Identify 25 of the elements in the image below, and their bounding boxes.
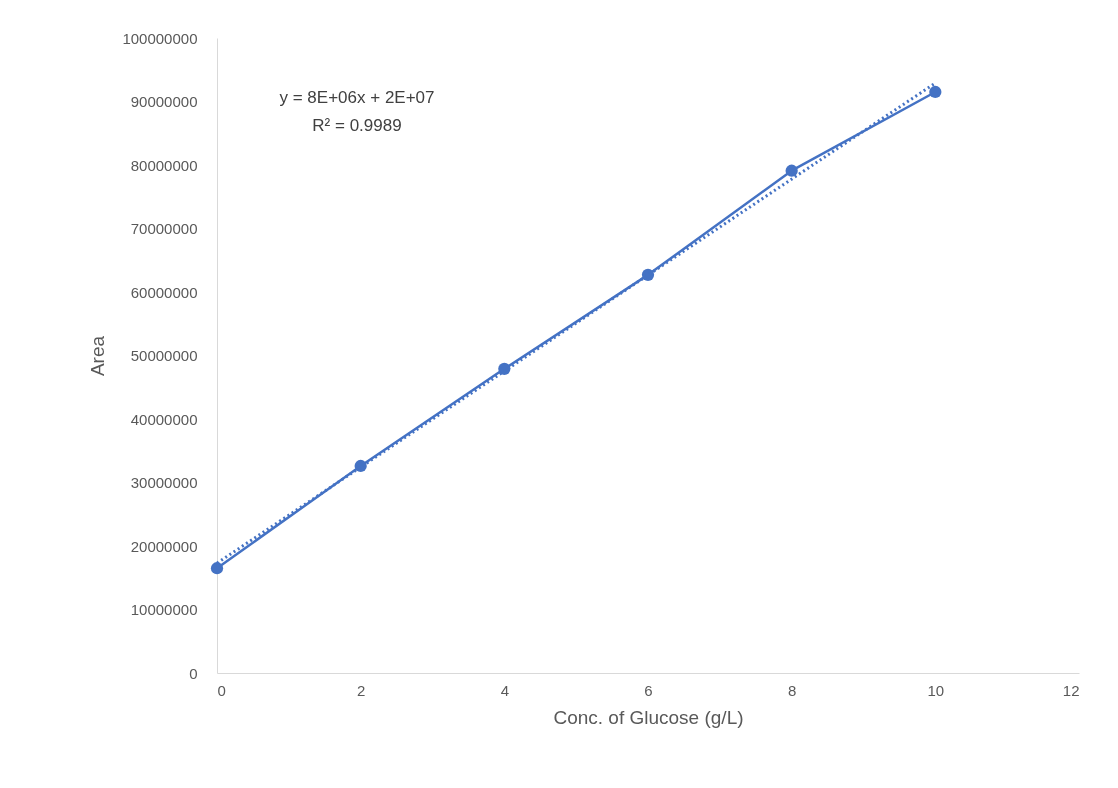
y-tick-label: 30000000 [130, 474, 198, 491]
y-tick-label: 60000000 [130, 283, 198, 301]
x-tick-label: 6 [644, 681, 653, 699]
y-tick-label: 10000000 [130, 601, 198, 618]
point [210, 562, 224, 575]
y-tick-label: 40000000 [130, 410, 198, 428]
x-axis-title: Conc. of Glucose (g/L) [553, 706, 744, 728]
y-tick-label: 50000000 [130, 347, 198, 364]
y-axis-title: Area [87, 335, 109, 377]
y-tick-label: 100000000 [122, 29, 198, 47]
y-tick-label: 90000000 [130, 93, 198, 110]
y-tick-label: 70000000 [130, 220, 198, 237]
x-tick-label: 4 [500, 681, 510, 699]
y-tick-label: 80000000 [130, 156, 198, 174]
point [929, 85, 942, 99]
annotation: y = 8E+06x + 2E+07 [279, 88, 435, 107]
y-tick-label: 20000000 [130, 537, 198, 555]
x-tick-label: 8 [787, 681, 797, 699]
x-tick-label: 0 [217, 681, 226, 699]
x-tick-label: 10 [927, 681, 945, 699]
x-tick-label: 2 [356, 681, 366, 699]
y-tick-label: 0 [189, 664, 198, 682]
point [785, 164, 798, 177]
annotation: R² = 0.9989 [312, 116, 402, 135]
x-tick-label: 12 [1062, 681, 1080, 699]
